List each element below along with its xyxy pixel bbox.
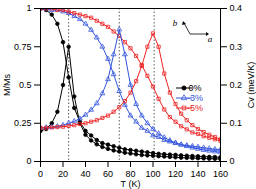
svg-text:0: 0 — [38, 169, 43, 179]
svg-text:20: 20 — [58, 169, 68, 179]
svg-text:M/Ms: M/Ms — [2, 74, 12, 96]
svg-text:b: b — [173, 18, 178, 28]
svg-text:-5%: -5% — [187, 103, 203, 113]
svg-text:0.4: 0.4 — [230, 3, 243, 13]
svg-text:0: 0 — [230, 156, 235, 166]
svg-text:T (K): T (K) — [121, 179, 141, 189]
svg-text:60: 60 — [103, 169, 113, 179]
svg-text:160: 160 — [213, 169, 228, 179]
svg-text:120: 120 — [168, 169, 183, 179]
svg-text:0.3: 0.3 — [230, 42, 243, 52]
svg-text:Cv (meV/K): Cv (meV/K) — [246, 62, 256, 109]
svg-text:a: a — [208, 34, 213, 44]
svg-text:140: 140 — [190, 169, 205, 179]
svg-text:80: 80 — [125, 169, 135, 179]
svg-text:0: 0 — [26, 156, 31, 166]
svg-text:1: 1 — [26, 3, 31, 13]
svg-text:100: 100 — [145, 169, 160, 179]
svg-text:0.75: 0.75 — [14, 42, 32, 52]
svg-text:0.25: 0.25 — [14, 118, 32, 128]
svg-text:0.5: 0.5 — [19, 80, 32, 90]
svg-text:0.1: 0.1 — [230, 118, 243, 128]
svg-text:40: 40 — [80, 169, 90, 179]
svg-text:0%: 0% — [188, 83, 201, 93]
svg-text:-3%: -3% — [187, 93, 203, 103]
svg-text:0.2: 0.2 — [230, 80, 243, 90]
